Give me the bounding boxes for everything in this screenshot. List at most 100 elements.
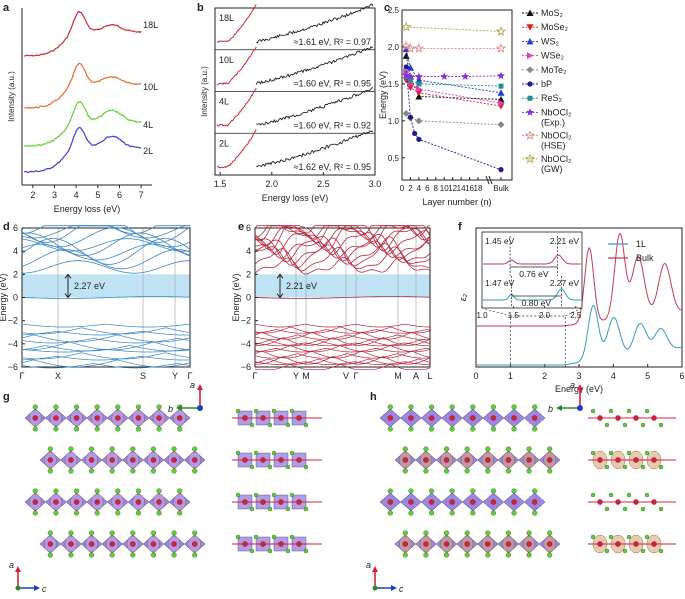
cl-atom — [444, 552, 450, 558]
cl-atom — [271, 450, 277, 456]
data-point-WSe2 — [498, 99, 505, 107]
cl-atom — [192, 552, 198, 558]
nb-atom — [470, 499, 476, 505]
k-point-label: M — [394, 371, 402, 381]
x-tick-label: 10 — [440, 184, 449, 193]
valence-band — [254, 347, 431, 353]
cl-atom — [249, 464, 255, 470]
cl-atom — [658, 506, 664, 512]
nb-atom — [171, 457, 177, 463]
cl-atom — [464, 468, 470, 474]
x-tick-label: 12 — [448, 184, 457, 193]
cl-atom — [115, 510, 121, 516]
nb-atom — [32, 499, 39, 505]
panel-h: h a c a b — [366, 380, 676, 594]
cl-atom — [47, 468, 53, 474]
cl-atom — [303, 422, 309, 428]
x-tick-label: 5 — [645, 371, 650, 381]
series-line-WSe2 — [405, 71, 502, 104]
nb-atom — [505, 457, 512, 463]
axis-arrowhead-b — [556, 405, 562, 411]
y-axis-label: Intensity (a.u.) — [7, 71, 16, 122]
cl-atom — [89, 552, 95, 558]
data-point-NbOCl2_exp — [402, 70, 411, 79]
nb-atom — [88, 457, 95, 463]
valence-band — [255, 329, 431, 334]
inset-top-diff: 0.76 eV — [519, 269, 549, 279]
cl-atom — [150, 552, 156, 558]
cl-atom — [608, 408, 614, 414]
conduction-band — [254, 239, 431, 259]
y-axis-label: Energy (eV) — [378, 71, 388, 119]
nb-atom — [191, 541, 198, 547]
x-tick-label: 8 — [434, 184, 439, 193]
series-line-MoTe2 — [405, 113, 502, 126]
legend-sublabel-NbOCl2_GW: (GW) — [541, 164, 563, 174]
cl-atom — [408, 510, 414, 516]
cl-atom — [253, 408, 259, 414]
valence-band — [254, 361, 430, 365]
inset-bottom-diff: 0.80 eV — [522, 298, 552, 308]
x-tick-label: 4 — [74, 190, 79, 200]
panel-c: c 0 2 4 6 8 10 12 14 16 18 Bulk 0.5 1.0 1.5 2.0 2.5 Layer… — [378, 2, 572, 207]
y-axis-label: Energy (eV) — [231, 273, 241, 321]
legend-label-NbOCl2_HSE: NbOCl₂ — [541, 131, 572, 141]
data-point-ReS2 — [498, 83, 504, 89]
valence-band — [21, 338, 191, 344]
nb-atom — [443, 541, 450, 547]
series-line-NbOCl2_HSE — [405, 45, 501, 49]
nb-atom — [191, 457, 198, 463]
k-point-label: Y — [293, 371, 299, 381]
x-tick-label: 14 — [457, 184, 466, 193]
cl-atom — [53, 426, 59, 432]
cl-atom — [644, 534, 650, 540]
k-point-label: Y — [172, 371, 178, 381]
cl-atom — [47, 530, 53, 536]
cl-atom — [192, 446, 198, 452]
cl-atom — [622, 422, 628, 428]
cl-atom — [511, 426, 517, 432]
cl-atom — [32, 426, 38, 432]
y-tick-label: 6 — [13, 223, 18, 233]
cl-atom — [511, 404, 517, 410]
cl-atom — [109, 468, 115, 474]
cl-atom — [444, 446, 450, 452]
legend-label-1L: 1L — [636, 239, 646, 249]
cl-atom — [109, 552, 115, 558]
axis-arrowhead-c — [391, 585, 397, 591]
nb-atom — [485, 457, 491, 463]
conduction-band — [21, 225, 190, 234]
x-tick-label: 3 — [52, 190, 57, 200]
panel-label-b: b — [197, 2, 204, 14]
cl-atom — [608, 492, 614, 498]
x-tick-label: 16 — [465, 184, 474, 193]
fit-curve — [216, 88, 257, 127]
cl-atom — [267, 548, 273, 554]
data-point-MoS2 — [402, 52, 410, 59]
spectrum-1L — [477, 305, 682, 366]
x-tick-label: 2.0 — [266, 179, 279, 189]
valence-band — [21, 323, 191, 328]
inset-bulk-curve — [483, 254, 581, 265]
panel-label-e: e — [238, 221, 244, 233]
data-point-NbOCl2_GW — [495, 25, 507, 36]
conduction-band — [21, 238, 191, 265]
cl-atom — [303, 548, 309, 554]
cl-atom — [449, 510, 455, 516]
cl-atom — [490, 404, 496, 410]
cl-atom — [156, 426, 162, 432]
legend-label-bP: bP — [541, 79, 552, 89]
x-tick-label: 0 — [400, 184, 405, 193]
valence-band — [22, 330, 190, 336]
cl-atom — [640, 422, 646, 428]
conduction-band — [21, 238, 191, 252]
nb-atom — [464, 541, 470, 547]
series-label-18L: 18L — [143, 20, 158, 30]
conduction-band — [254, 225, 430, 237]
zoom-connector — [481, 307, 511, 317]
axis-label-c: c — [42, 584, 47, 594]
cl-atom — [267, 506, 273, 512]
panel-label-c: c — [384, 2, 390, 14]
cl-atom — [449, 426, 455, 432]
cl-atom — [68, 530, 74, 536]
